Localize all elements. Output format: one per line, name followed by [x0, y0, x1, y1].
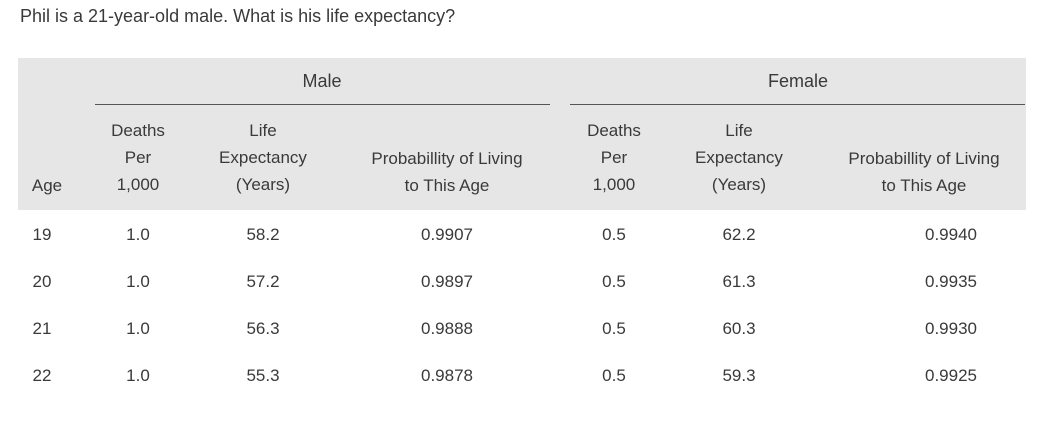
cell-female-prob: 0.9930	[925, 319, 977, 338]
header-line: Life	[249, 121, 277, 140]
cell-male-deaths: 1.0	[126, 366, 150, 385]
header-line: Life	[725, 121, 753, 140]
table-header-background	[18, 58, 1026, 210]
cell-male-life: 55.3	[246, 366, 280, 385]
header-line: Deaths	[587, 121, 641, 140]
cell-male-deaths: 1.0	[126, 272, 150, 291]
cell-female-deaths: 0.5	[602, 272, 626, 291]
cell-male-prob: 0.9907	[421, 225, 473, 244]
question-text: Phil is a 21-year-old male. What is his …	[20, 6, 456, 26]
header-line: Per	[124, 148, 152, 167]
cell-age: 20	[32, 272, 52, 291]
column-header-male-life: Life Expectancy (Years)	[203, 117, 323, 198]
cell-age: 19	[32, 225, 52, 244]
cell-male-prob: 0.9888	[421, 319, 473, 338]
cell-female-life: 60.3	[722, 319, 756, 338]
cell-male-life: 58.2	[246, 225, 280, 244]
cell-male-deaths: 1.0	[126, 319, 150, 338]
column-header-female-prob: Probabillity of Living to This Age	[824, 145, 1024, 199]
header-line: Probabillity of Living	[848, 149, 1000, 168]
header-line: Per	[600, 148, 628, 167]
cell-female-deaths: 0.5	[602, 366, 626, 385]
cell-male-deaths: 1.0	[126, 225, 150, 244]
header-line: 1,000	[116, 175, 160, 194]
group-header-female: Female	[767, 71, 829, 91]
cell-female-prob: 0.9925	[925, 366, 977, 385]
cell-female-deaths: 0.5	[602, 319, 626, 338]
cell-female-deaths: 0.5	[602, 225, 626, 244]
column-header-male-prob: Probabillity of Living to This Age	[347, 145, 547, 199]
group-header-male: Male	[302, 71, 342, 91]
header-line: Expectancy	[695, 148, 783, 167]
cell-male-prob: 0.9878	[421, 366, 473, 385]
column-header-age: Age	[22, 172, 72, 199]
cell-female-life: 61.3	[722, 272, 756, 291]
cell-age: 21	[32, 319, 52, 338]
header-line: 1,000	[592, 175, 636, 194]
cell-female-life: 59.3	[722, 366, 756, 385]
cell-male-life: 57.2	[246, 272, 280, 291]
column-header-age-label: Age	[31, 176, 63, 195]
header-line: to This Age	[881, 176, 967, 195]
header-line: (Years)	[711, 175, 767, 194]
column-header-male-deaths: Deaths Per 1,000	[88, 117, 188, 198]
header-line: Deaths	[111, 121, 165, 140]
header-line: (Years)	[235, 175, 291, 194]
cell-male-life: 56.3	[246, 319, 280, 338]
cell-male-prob: 0.9897	[421, 272, 473, 291]
header-line: Probabillity of Living	[371, 149, 523, 168]
group-divider-female	[570, 104, 1025, 105]
cell-female-prob: 0.9935	[925, 272, 977, 291]
cell-female-prob: 0.9940	[925, 225, 977, 244]
cell-age: 22	[32, 366, 52, 385]
column-header-female-life: Life Expectancy (Years)	[679, 117, 799, 198]
header-line: Expectancy	[219, 148, 307, 167]
group-divider-male	[95, 104, 550, 105]
column-header-female-deaths: Deaths Per 1,000	[564, 117, 664, 198]
header-line: to This Age	[404, 176, 490, 195]
cell-female-life: 62.2	[722, 225, 756, 244]
